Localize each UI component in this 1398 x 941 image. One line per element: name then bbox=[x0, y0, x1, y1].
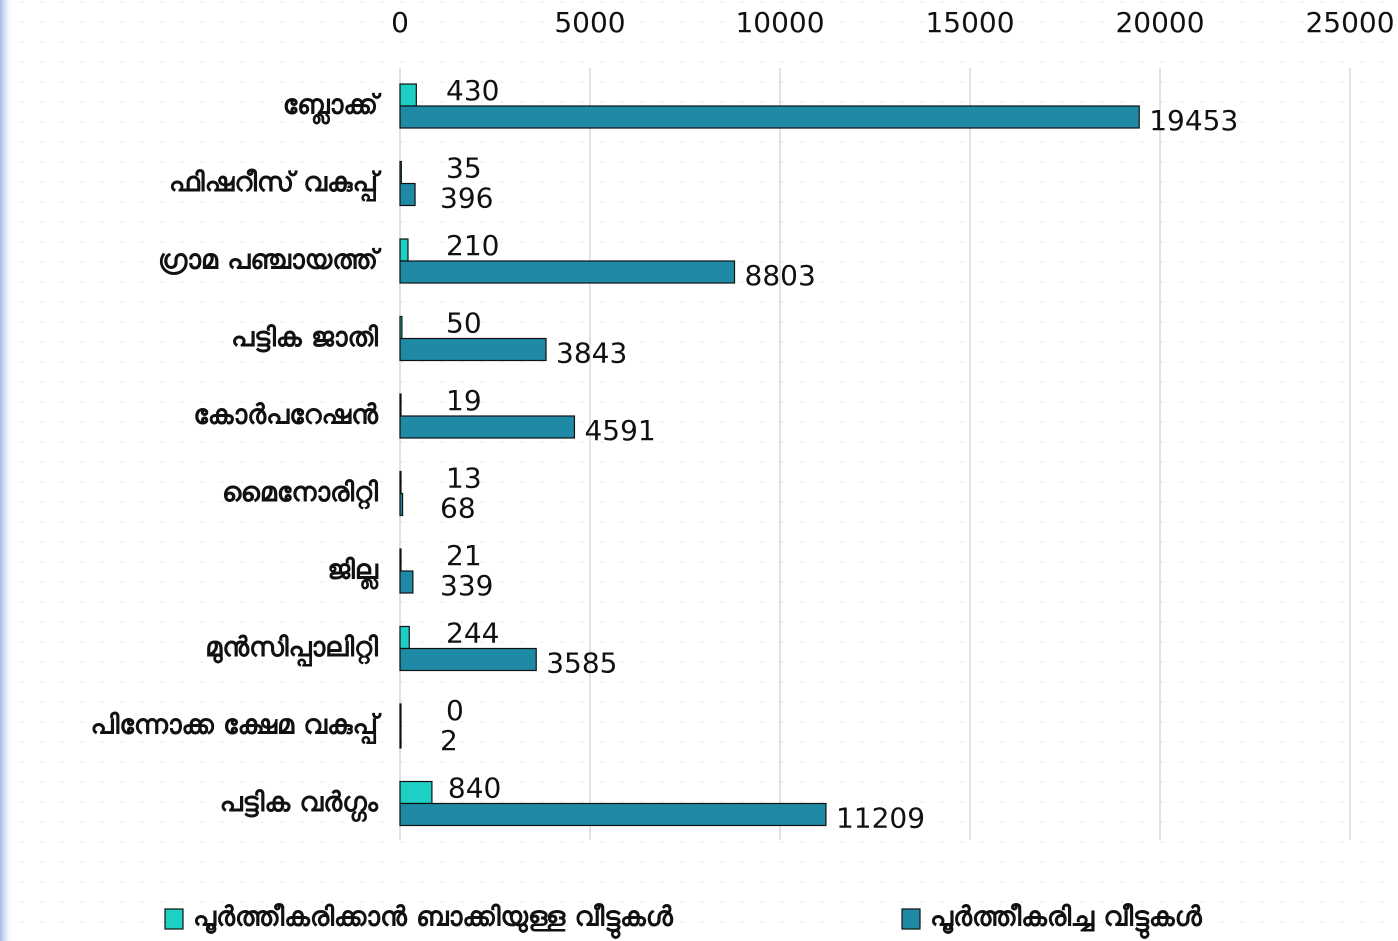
data-label: 396 bbox=[440, 182, 493, 215]
x-tick-label: 15000 bbox=[925, 6, 1014, 39]
data-label: 19 bbox=[446, 384, 482, 417]
bar bbox=[399, 780, 433, 805]
bar bbox=[399, 337, 547, 362]
x-tick-label: 10000 bbox=[735, 6, 824, 39]
category-label: മുൻസിപ്പാലിറ്റി bbox=[205, 632, 378, 667]
bar bbox=[399, 83, 417, 107]
bar bbox=[399, 802, 827, 827]
x-tick-label: 20000 bbox=[1115, 6, 1204, 39]
bar bbox=[399, 625, 410, 650]
bar bbox=[399, 260, 736, 284]
data-label: 339 bbox=[440, 569, 493, 602]
category-label: പിന്നോക്ക ക്ഷേമ വകുപ്പ് bbox=[90, 710, 381, 745]
data-label: 430 bbox=[446, 74, 499, 107]
x-tick-label: 5000 bbox=[554, 6, 625, 39]
data-label: 11209 bbox=[836, 802, 925, 835]
data-label: 50 bbox=[446, 307, 482, 340]
data-label: 21 bbox=[446, 539, 482, 572]
bar bbox=[399, 160, 402, 185]
category-label: ജില്ല bbox=[327, 555, 379, 591]
edge bbox=[0, 0, 14, 941]
data-label: 3843 bbox=[556, 337, 627, 370]
data-label: 840 bbox=[448, 772, 501, 805]
bar bbox=[399, 182, 416, 207]
category-label: ബ്ലോക്ക് bbox=[283, 90, 382, 126]
data-label: 19453 bbox=[1149, 104, 1238, 137]
category-label: ഗ്രാമ പഞ്ചായത്ത് bbox=[158, 245, 382, 276]
category-label: കോർപറേഷൻ bbox=[193, 400, 379, 431]
data-label: 8803 bbox=[745, 259, 816, 292]
bar bbox=[399, 238, 409, 262]
data-label: 244 bbox=[446, 617, 499, 650]
legend-swatch bbox=[901, 908, 921, 930]
category-label: ഫിഷറീസ് വകുപ്പ് bbox=[169, 167, 382, 202]
bar bbox=[399, 548, 402, 572]
bar bbox=[399, 492, 404, 517]
bar bbox=[399, 647, 537, 672]
bar bbox=[399, 470, 402, 495]
bar bbox=[399, 703, 402, 727]
data-label: 68 bbox=[440, 492, 476, 525]
bar bbox=[399, 105, 1140, 129]
data-label: 0 bbox=[446, 694, 464, 727]
x-tick-label: 0 bbox=[391, 6, 409, 39]
data-label: 3585 bbox=[546, 647, 617, 680]
bar bbox=[399, 570, 414, 594]
bar bbox=[399, 393, 402, 417]
data-label: 2 bbox=[440, 724, 458, 757]
legend-swatch bbox=[164, 908, 184, 930]
data-label: 210 bbox=[446, 229, 499, 262]
x-tick-label: 25000 bbox=[1305, 6, 1394, 39]
data-label: 4591 bbox=[584, 414, 655, 447]
category-label: മൈനോരിറ്റി bbox=[222, 477, 378, 510]
category-label: പട്ടിക ജാതി bbox=[231, 322, 378, 353]
data-label: 35 bbox=[446, 152, 482, 185]
data-label: 13 bbox=[446, 462, 482, 495]
bar bbox=[399, 725, 402, 749]
bar bbox=[399, 315, 403, 340]
bar bbox=[399, 415, 576, 439]
category-label: പട്ടിക വർഗ്ഗം bbox=[220, 787, 379, 823]
